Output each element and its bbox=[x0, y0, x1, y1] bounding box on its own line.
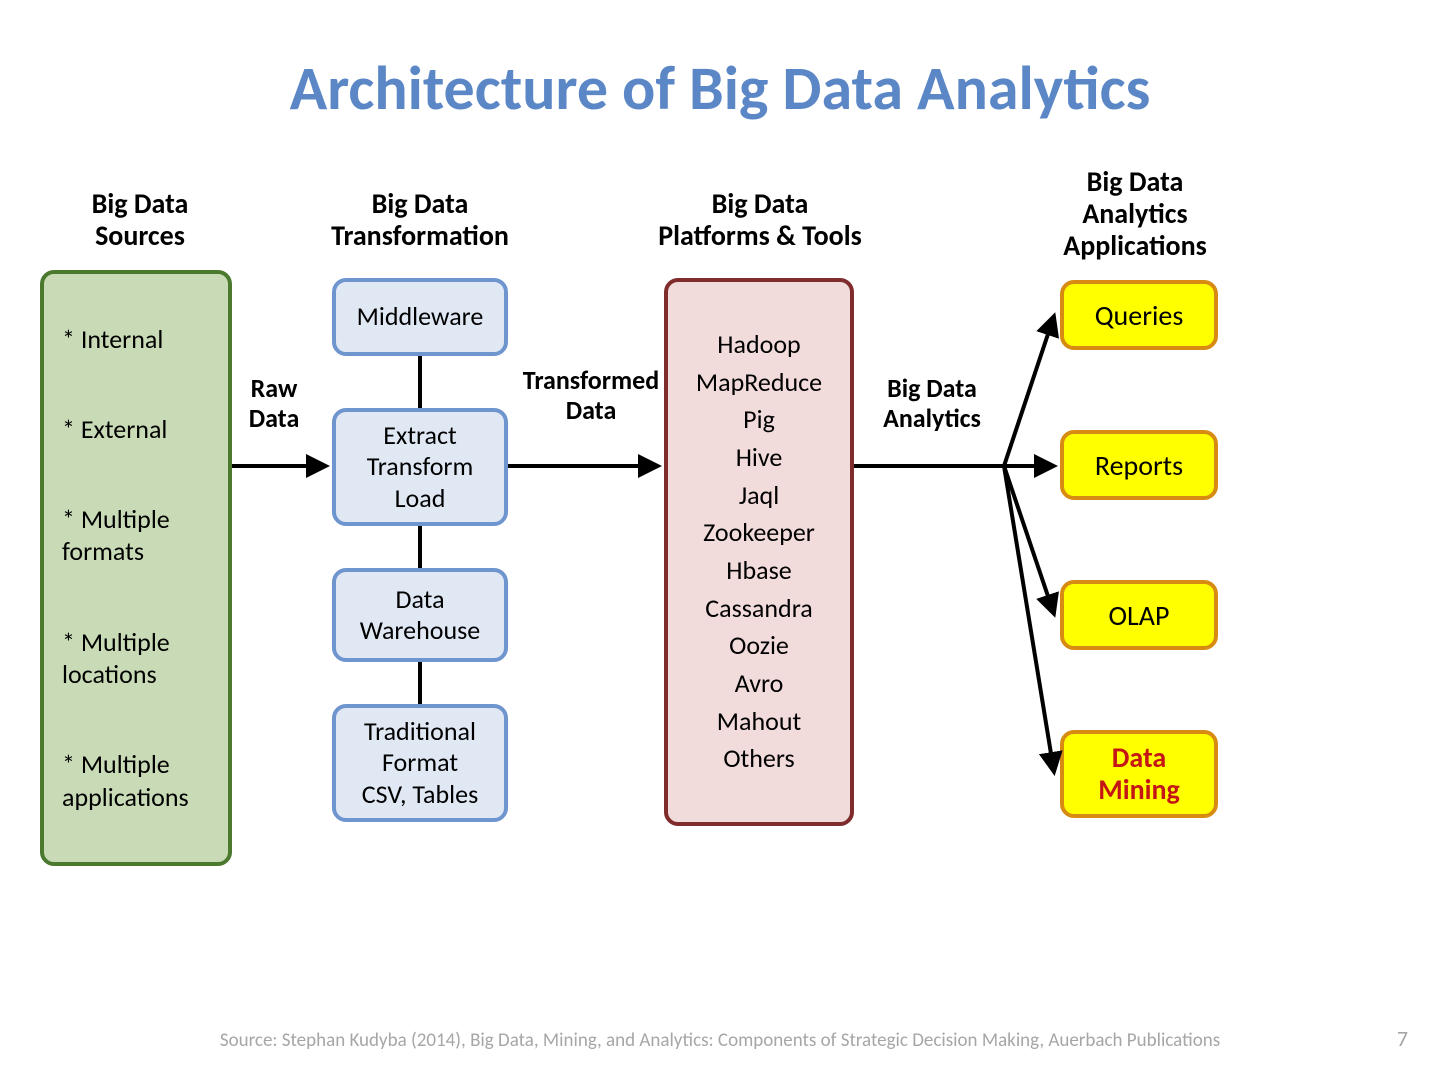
arrow-label-raw: RawData bbox=[224, 374, 324, 434]
connector-trans-1 bbox=[418, 356, 422, 408]
platform-item: MapReduce bbox=[696, 364, 822, 402]
box-line: Traditional bbox=[364, 716, 476, 747]
source-item: * Multiple locations bbox=[62, 626, 210, 691]
source-item: * Internal bbox=[62, 323, 163, 356]
source-item: * Multiple applications bbox=[62, 748, 210, 813]
app-queries: Queries bbox=[1060, 280, 1218, 350]
platform-item: Avro bbox=[735, 665, 784, 703]
app-label: Reports bbox=[1095, 448, 1183, 483]
transformation-datawarehouse: Data Warehouse bbox=[332, 568, 508, 662]
header-platforms: Big DataPlatforms & Tools bbox=[630, 188, 890, 252]
box-line: Load bbox=[395, 483, 446, 514]
platform-item: Zookeeper bbox=[703, 514, 815, 552]
sources-box: * Internal * External * Multiple formats… bbox=[40, 270, 232, 866]
app-reports: Reports bbox=[1060, 430, 1218, 500]
platform-item: Mahout bbox=[717, 703, 801, 741]
connector-trans-2 bbox=[418, 526, 422, 568]
app-label: Queries bbox=[1095, 298, 1184, 333]
box-line: CSV, Tables bbox=[362, 779, 478, 810]
platform-item: Others bbox=[723, 740, 794, 778]
box-line: Warehouse bbox=[360, 615, 480, 646]
box-label: Middleware bbox=[357, 301, 484, 332]
source-item: * Multiple formats bbox=[62, 503, 210, 568]
transformation-etl: Extract Transform Load bbox=[332, 408, 508, 526]
platform-item: Oozie bbox=[729, 627, 789, 665]
transformation-traditional: Traditional Format CSV, Tables bbox=[332, 704, 508, 822]
app-label: OLAP bbox=[1109, 598, 1170, 633]
arrow-label-analytics: Big DataAnalytics bbox=[862, 374, 1002, 434]
app-label: DataMining bbox=[1098, 742, 1180, 806]
box-line: Data bbox=[395, 584, 444, 615]
platform-item: Jaql bbox=[739, 477, 779, 515]
connector-trans-3 bbox=[418, 662, 422, 704]
arrow-label-transformed: TransformedData bbox=[506, 366, 676, 426]
header-transformation: Big DataTransformation bbox=[300, 188, 540, 252]
platform-item: Hbase bbox=[726, 552, 791, 590]
app-olap: OLAP bbox=[1060, 580, 1218, 650]
platform-item: Cassandra bbox=[705, 590, 812, 628]
transformation-middleware: Middleware bbox=[332, 278, 508, 356]
platform-item: Hadoop bbox=[717, 326, 800, 364]
page-title: Architecture of Big Data Analytics bbox=[0, 50, 1440, 126]
platforms-box: Hadoop MapReduce Pig Hive Jaql Zookeeper… bbox=[664, 278, 854, 826]
header-sources: Big DataSources bbox=[40, 188, 240, 252]
platform-item: Pig bbox=[743, 401, 775, 439]
platform-item: Hive bbox=[736, 439, 783, 477]
box-line: Transform bbox=[367, 451, 474, 482]
source-citation: Source: Stephan Kudyba (2014), Big Data,… bbox=[0, 1029, 1440, 1052]
page-number: 7 bbox=[1397, 1025, 1408, 1052]
header-applications: Big DataAnalyticsApplications bbox=[1030, 166, 1240, 263]
app-datamining: DataMining bbox=[1060, 730, 1218, 818]
box-line: Extract bbox=[383, 420, 456, 451]
box-line: Format bbox=[382, 747, 458, 778]
source-item: * External bbox=[62, 413, 167, 446]
